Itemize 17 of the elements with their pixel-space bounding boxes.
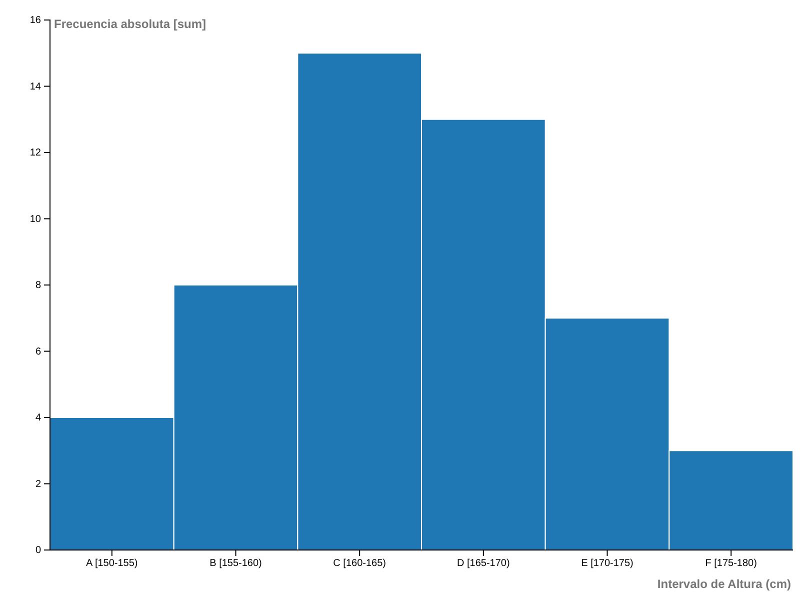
x-tick-label: B [155-160) bbox=[210, 558, 262, 570]
y-tick-label: 14 bbox=[30, 81, 42, 92]
y-tick-label: 16 bbox=[30, 15, 42, 26]
y-tick-label: 6 bbox=[35, 346, 42, 358]
y-tick-label: 12 bbox=[30, 148, 42, 159]
y-tick-label: 0 bbox=[35, 545, 42, 556]
x-tick-label: F [175-180) bbox=[705, 558, 757, 570]
y-tick-label: 8 bbox=[35, 280, 42, 292]
x-tick-label: A [150-155) bbox=[86, 558, 138, 570]
y-tick-label: 10 bbox=[30, 214, 42, 225]
y-tick-label: 4 bbox=[35, 412, 42, 424]
y-axis-title: Frecuencia absoluta [sum] bbox=[54, 17, 206, 31]
x-axis-title: Intervalo de Altura (cm) bbox=[657, 577, 791, 591]
x-tick-label: D [165-170) bbox=[457, 558, 510, 570]
x-tick-label: C [160-165) bbox=[333, 558, 386, 570]
y-tick-label: 2 bbox=[35, 478, 42, 490]
x-tick-label: E [170-175) bbox=[581, 558, 634, 570]
